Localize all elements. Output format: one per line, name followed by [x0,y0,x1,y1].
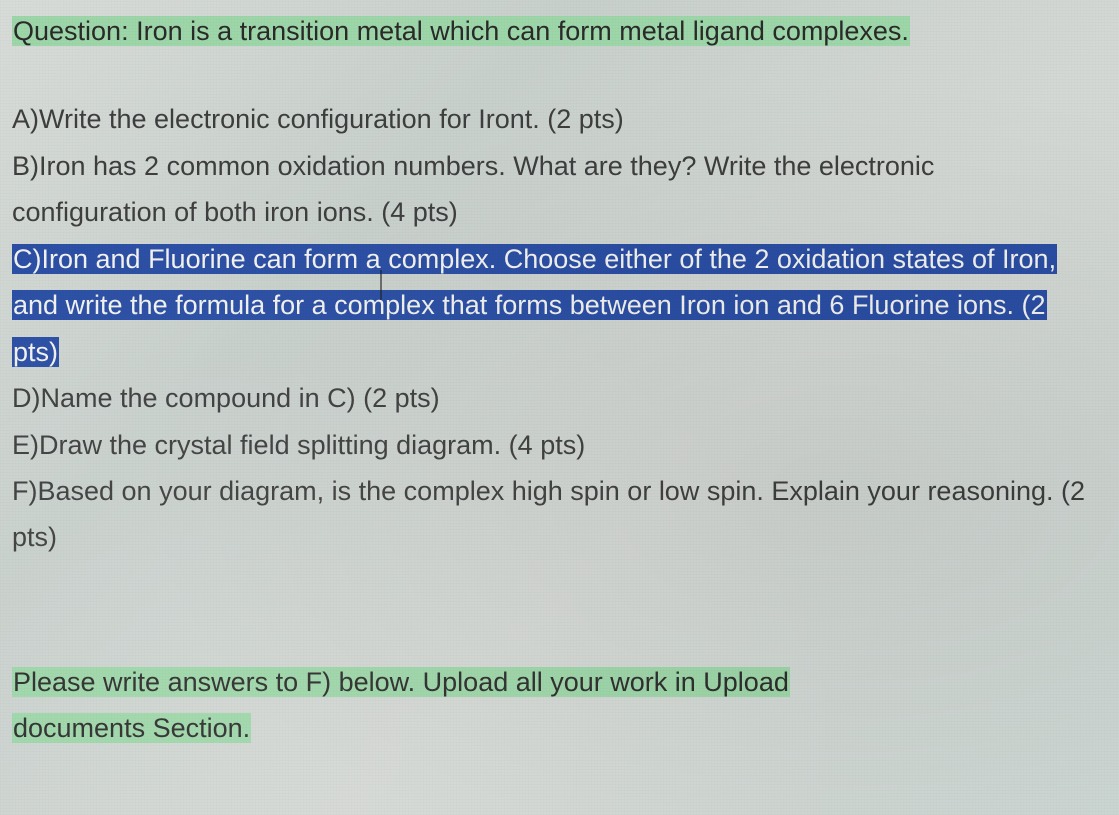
footer-line2: documents Section. [12,705,1107,751]
spacer [12,54,1107,96]
question-line: Question: Iron is a transition metal whi… [12,8,1107,54]
spacer-large [12,561,1107,659]
part-b-line1[interactable]: B)Iron has 2 common oxidation numbers. W… [12,143,1107,189]
question-label-highlight[interactable]: Question: Iron is a transition metal whi… [12,16,910,46]
selection-mid[interactable]: and write the formula for a complex that… [12,290,1047,320]
part-c-line1-post: complex. Choose either of the 2 oxidatio… [388,244,1056,274]
part-a[interactable]: A)Write the electronic configuration for… [12,96,1107,142]
part-c-line1-pre: C)Iron and Fluorine can form a [13,244,381,274]
part-c-line3[interactable]: pts) [12,329,1107,375]
part-b-line2[interactable]: configuration of both iron ions. (4 pts) [12,189,1107,235]
question-document: Question: Iron is a transition metal whi… [12,8,1107,752]
question-label: Question: [13,16,129,46]
part-d[interactable]: D)Name the compound in C) (2 pts) [12,375,1107,421]
question-intro: Iron is a transition metal which can for… [136,16,909,46]
part-c-line1[interactable]: C)Iron and Fluorine can form a complex. … [12,236,1107,282]
selection-end[interactable]: pts) [12,337,59,367]
part-c-line2[interactable]: and write the formula for a complex that… [12,282,1107,328]
part-f-line1[interactable]: F)Based on your diagram, is the complex … [12,468,1107,514]
footer-line1: Please write answers to F) below. Upload… [12,659,1107,705]
part-e[interactable]: E)Draw the crystal field splitting diagr… [12,422,1107,468]
selection-start[interactable]: C)Iron and Fluorine can form a complex. … [12,244,1057,274]
part-f-line2[interactable]: pts) [12,514,1107,560]
footer-highlight-2[interactable]: documents Section. [12,713,251,743]
footer-highlight-1[interactable]: Please write answers to F) below. Upload… [12,667,790,697]
